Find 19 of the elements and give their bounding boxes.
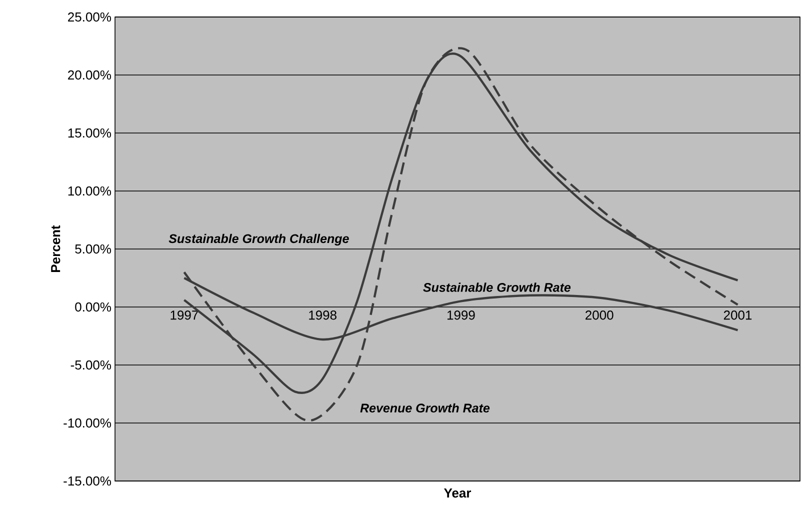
- y-tick-label: 20.00%: [68, 70, 112, 80]
- x-tick-label: 2001: [724, 310, 752, 320]
- y-tick-label: 5.00%: [75, 244, 112, 254]
- y-tick-label: 10.00%: [68, 186, 112, 196]
- series-label: Revenue Growth Rate: [360, 403, 490, 413]
- x-tick-label: 1997: [170, 310, 198, 320]
- y-tick-label: -5.00%: [70, 360, 112, 370]
- y-tick-label: 25.00%: [68, 12, 112, 22]
- series-label: Sustainable Growth Challenge: [168, 234, 349, 246]
- x-tick-label: 2000: [586, 310, 614, 320]
- x-tick-label: 1998: [309, 310, 336, 320]
- series-label: Sustainable Growth Rate: [423, 282, 571, 292]
- y-tick-label: -10.00%: [64, 418, 112, 428]
- y-tick-label: 0.00%: [75, 302, 112, 312]
- y-tick-label: -15.00%: [64, 476, 112, 486]
- x-axis-title: Year: [444, 488, 472, 498]
- y-axis-title: Percent: [51, 225, 60, 272]
- x-tick-label: 1999: [447, 310, 475, 320]
- y-tick-label: 15.00%: [68, 128, 112, 138]
